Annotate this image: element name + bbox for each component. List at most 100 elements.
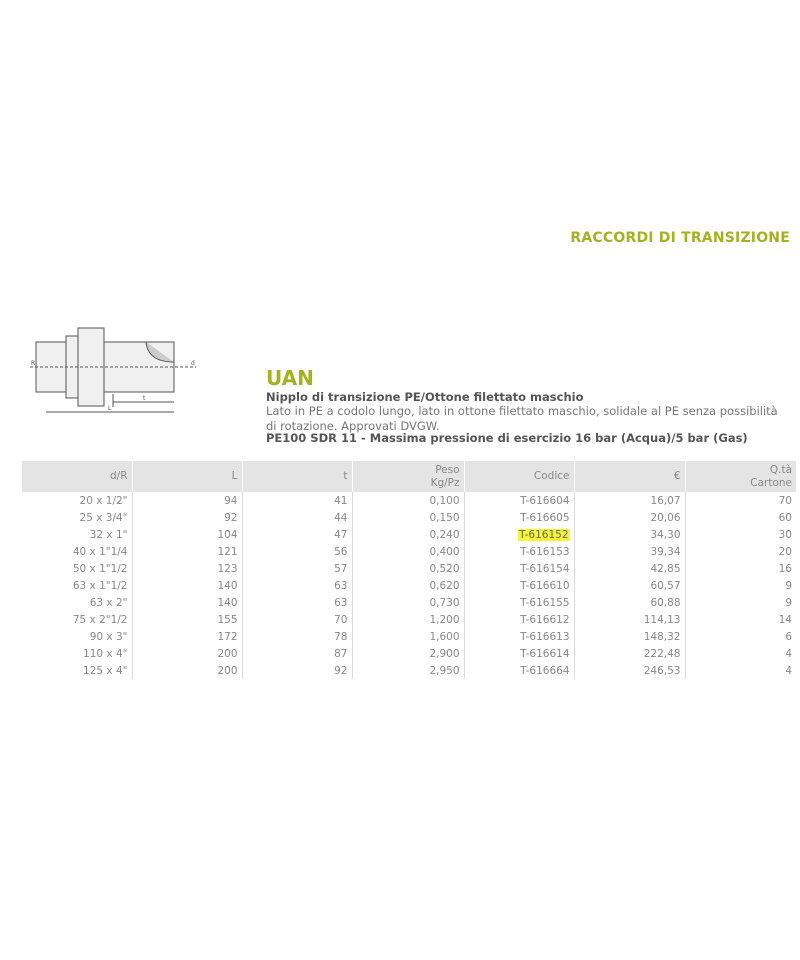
cell-value: 172 (217, 630, 238, 643)
section-title: RACCORDI DI TRANSIZIONE (570, 230, 790, 246)
table-cell: 40 x 1"1/4 (22, 543, 133, 560)
cell-value: 41 (334, 494, 348, 507)
cell-value: 44 (334, 511, 348, 524)
cell-value: 246,53 (643, 664, 681, 677)
product-code-cell: T-616610 (520, 579, 570, 592)
table-row: 50 x 1"1/2 123 57 0,520 T-616154 42,85 16 (22, 560, 796, 577)
cell-value: 32 x 1" (89, 528, 128, 541)
table-cell: T-616152 (464, 526, 575, 543)
table-cell: 92 (242, 662, 353, 679)
cell-value: 60 (778, 511, 792, 524)
table-cell: 60,57 (574, 577, 686, 594)
cell-value: 9 (785, 579, 792, 592)
cell-value: 25 x 3/4" (79, 511, 128, 524)
column-header-line: d/R (110, 470, 128, 482)
column-header-line: L (231, 470, 238, 482)
cell-value: 0,620 (429, 579, 460, 592)
column-header: Codice (464, 461, 575, 492)
table-cell: 9 (685, 594, 796, 611)
cell-value: 42,85 (650, 562, 681, 575)
cell-value: 200 (217, 664, 238, 677)
product-subtitle: Nipplo di transizione PE/Ottone filettat… (266, 390, 584, 404)
cell-value: 9 (785, 596, 792, 609)
cell-value: 140 (217, 579, 238, 592)
cell-value: 1,600 (429, 630, 460, 643)
cell-value: 63 (334, 596, 348, 609)
table-row: 75 x 2"1/2 155 70 1,200 T-616612 114,13 14 (22, 611, 796, 628)
cell-value: 90 x 3" (89, 630, 128, 643)
table-cell: 121 (132, 543, 243, 560)
table-cell: 123 (132, 560, 243, 577)
table-cell: 246,53 (574, 662, 686, 679)
table-cell: T-616154 (464, 560, 575, 577)
cell-value: 78 (334, 630, 348, 643)
cell-value: 222,48 (643, 647, 681, 660)
column-header: Peso Kg/Pz (352, 461, 465, 492)
table-cell: T-616664 (464, 662, 575, 679)
cell-value: 2,950 (429, 664, 460, 677)
table-cell: T-616614 (464, 645, 575, 662)
column-header: t (242, 461, 353, 492)
cell-value: 0,150 (429, 511, 460, 524)
table-cell: 14 (685, 611, 796, 628)
table-cell: T-616155 (464, 594, 575, 611)
table-cell: 56 (242, 543, 353, 560)
table-cell: 75 x 2"1/2 (22, 611, 133, 628)
cell-value: 34,30 (650, 528, 681, 541)
table-cell: 222,48 (574, 645, 686, 662)
table-cell: 20,06 (574, 509, 686, 526)
column-header: d/R (22, 461, 133, 492)
table-row: 32 x 1" 104 47 0,240 T-616152 34,30 30 (22, 526, 796, 543)
column-header-line: Peso (435, 463, 460, 476)
cell-value: 0,240 (429, 528, 460, 541)
product-code: UAN (266, 366, 314, 390)
product-code-cell: T-616154 (520, 562, 570, 575)
cell-value: 148,32 (643, 630, 681, 643)
cell-value: 4 (785, 647, 792, 660)
table-cell: 140 (132, 577, 243, 594)
product-code-cell: T-616613 (520, 630, 570, 643)
cell-value: 114,13 (643, 613, 681, 626)
table-cell: 0,100 (352, 492, 465, 509)
cell-value: 110 x 4" (83, 647, 128, 660)
cell-value: 125 x 4" (83, 664, 128, 677)
table-cell: 104 (132, 526, 243, 543)
cell-value: 20 (778, 545, 792, 558)
cell-value: 57 (334, 562, 348, 575)
cell-value: 94 (224, 494, 238, 507)
table-cell: 200 (132, 662, 243, 679)
cell-value: 1,200 (429, 613, 460, 626)
column-header: € (574, 461, 686, 492)
cell-value: 56 (334, 545, 348, 558)
diagram-label-t: t (143, 395, 146, 402)
table-row: 110 x 4" 200 87 2,900 T-616614 222,48 4 (22, 645, 796, 662)
table-cell: T-616612 (464, 611, 575, 628)
product-code-cell: T-616153 (520, 545, 570, 558)
cell-value: 121 (217, 545, 238, 558)
table-row: 63 x 1"1/2 140 63 0,620 T-616610 60,57 9 (22, 577, 796, 594)
cell-value: 0,520 (429, 562, 460, 575)
table-cell: 41 (242, 492, 353, 509)
table-cell: 16,07 (574, 492, 686, 509)
table-cell: 1,600 (352, 628, 465, 645)
cell-value: 63 x 1"1/2 (72, 579, 128, 592)
table-cell: 34,30 (574, 526, 686, 543)
fitting-diagram: R d t L (30, 327, 196, 413)
table-cell: 70 (685, 492, 796, 509)
table-cell: 94 (132, 492, 243, 509)
cell-value: 123 (217, 562, 238, 575)
table-cell: 50 x 1"1/2 (22, 560, 133, 577)
column-header-line: t (343, 470, 348, 482)
table-cell: 172 (132, 628, 243, 645)
table-cell: 78 (242, 628, 353, 645)
cell-value: 14 (778, 613, 792, 626)
column-header: Q.tà Cartone (685, 461, 796, 492)
table-row: 20 x 1/2" 94 41 0,100 T-616604 16,07 70 (22, 492, 796, 509)
cell-value: 70 (778, 494, 792, 507)
table-cell: 4 (685, 645, 796, 662)
product-code-cell: T-616152 (518, 528, 570, 541)
column-header-line: Kg/Pz (430, 476, 460, 489)
cell-value: 20 x 1/2" (79, 494, 128, 507)
cell-value: 70 (334, 613, 348, 626)
product-code-cell: T-616605 (520, 511, 570, 524)
